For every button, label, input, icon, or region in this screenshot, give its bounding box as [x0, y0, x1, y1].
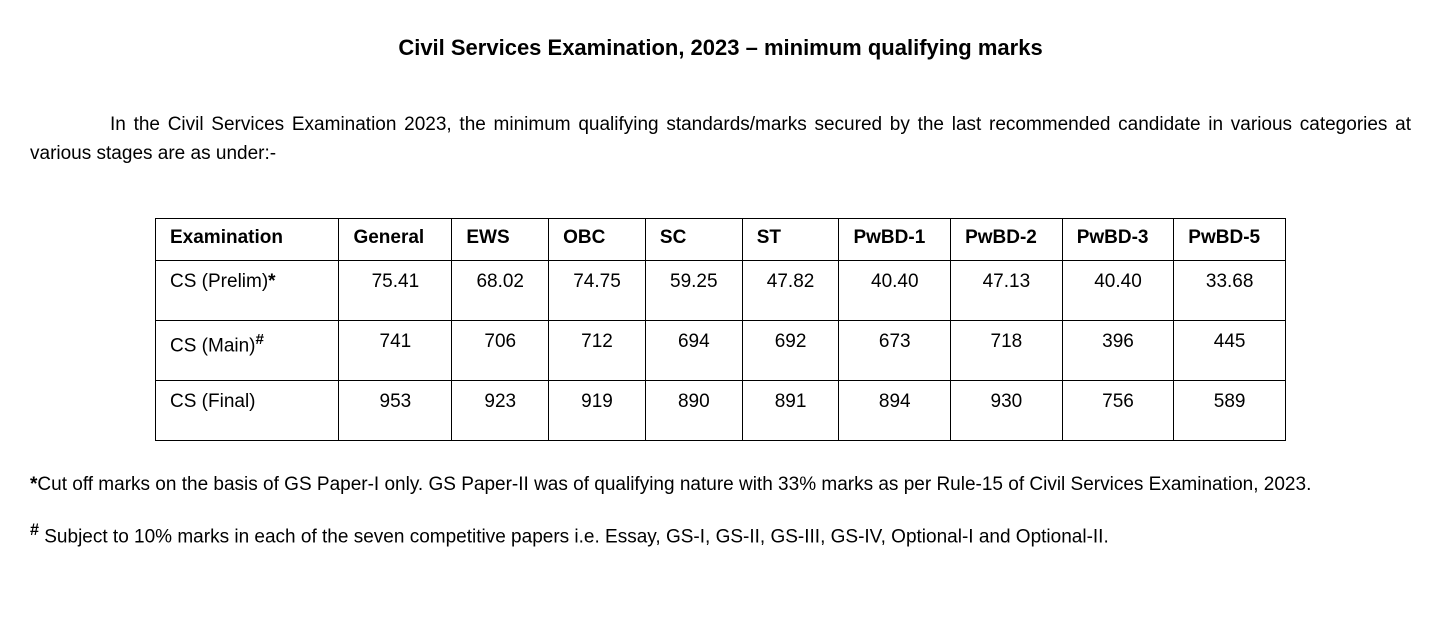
- cell-value: 75.41: [339, 261, 452, 321]
- cell-value: 673: [839, 321, 951, 381]
- cell-value: 890: [645, 381, 742, 441]
- cell-value: 692: [742, 321, 839, 381]
- cell-value: 40.40: [839, 261, 951, 321]
- col-pwbd-5: PwBD-5: [1174, 219, 1286, 261]
- table-row: CS (Main)# 741 706 712 694 692 673 718 3…: [156, 321, 1286, 381]
- cell-value: 718: [951, 321, 1063, 381]
- cell-value: 756: [1062, 381, 1174, 441]
- cell-value: 74.75: [549, 261, 646, 321]
- cell-value: 589: [1174, 381, 1286, 441]
- col-obc: OBC: [549, 219, 646, 261]
- cell-value: 59.25: [645, 261, 742, 321]
- cell-value: 712: [549, 321, 646, 381]
- col-pwbd-1: PwBD-1: [839, 219, 951, 261]
- exam-name-main: CS (Main)#: [156, 321, 339, 381]
- cell-value: 47.82: [742, 261, 839, 321]
- cell-value: 706: [452, 321, 549, 381]
- cell-value: 953: [339, 381, 452, 441]
- marks-table-container: Examination General EWS OBC SC ST PwBD-1…: [30, 218, 1411, 441]
- col-st: ST: [742, 219, 839, 261]
- exam-name-prelim: CS (Prelim)*: [156, 261, 339, 321]
- cell-value: 930: [951, 381, 1063, 441]
- cell-value: 40.40: [1062, 261, 1174, 321]
- table-row: CS (Final) 953 923 919 890 891 894 930 7…: [156, 381, 1286, 441]
- cell-value: 445: [1174, 321, 1286, 381]
- header-row: Examination General EWS OBC SC ST PwBD-1…: [156, 219, 1286, 261]
- cell-value: 923: [452, 381, 549, 441]
- cell-value: 47.13: [951, 261, 1063, 321]
- cell-value: 68.02: [452, 261, 549, 321]
- footnote-1: *Cut off marks on the basis of GS Paper-…: [30, 471, 1411, 500]
- cell-value: 33.68: [1174, 261, 1286, 321]
- cell-value: 694: [645, 321, 742, 381]
- col-ews: EWS: [452, 219, 549, 261]
- col-pwbd-2: PwBD-2: [951, 219, 1063, 261]
- col-general: General: [339, 219, 452, 261]
- exam-name-final: CS (Final): [156, 381, 339, 441]
- footnote-2: # Subject to 10% marks in each of the se…: [30, 518, 1411, 552]
- cell-value: 919: [549, 381, 646, 441]
- table-row: CS (Prelim)* 75.41 68.02 74.75 59.25 47.…: [156, 261, 1286, 321]
- cell-value: 894: [839, 381, 951, 441]
- cell-value: 891: [742, 381, 839, 441]
- cell-value: 741: [339, 321, 452, 381]
- col-sc: SC: [645, 219, 742, 261]
- col-examination: Examination: [156, 219, 339, 261]
- col-pwbd-3: PwBD-3: [1062, 219, 1174, 261]
- intro-paragraph: In the Civil Services Examination 2023, …: [30, 111, 1411, 168]
- cell-value: 396: [1062, 321, 1174, 381]
- marks-table: Examination General EWS OBC SC ST PwBD-1…: [155, 218, 1286, 441]
- page-title: Civil Services Examination, 2023 – minim…: [30, 35, 1411, 61]
